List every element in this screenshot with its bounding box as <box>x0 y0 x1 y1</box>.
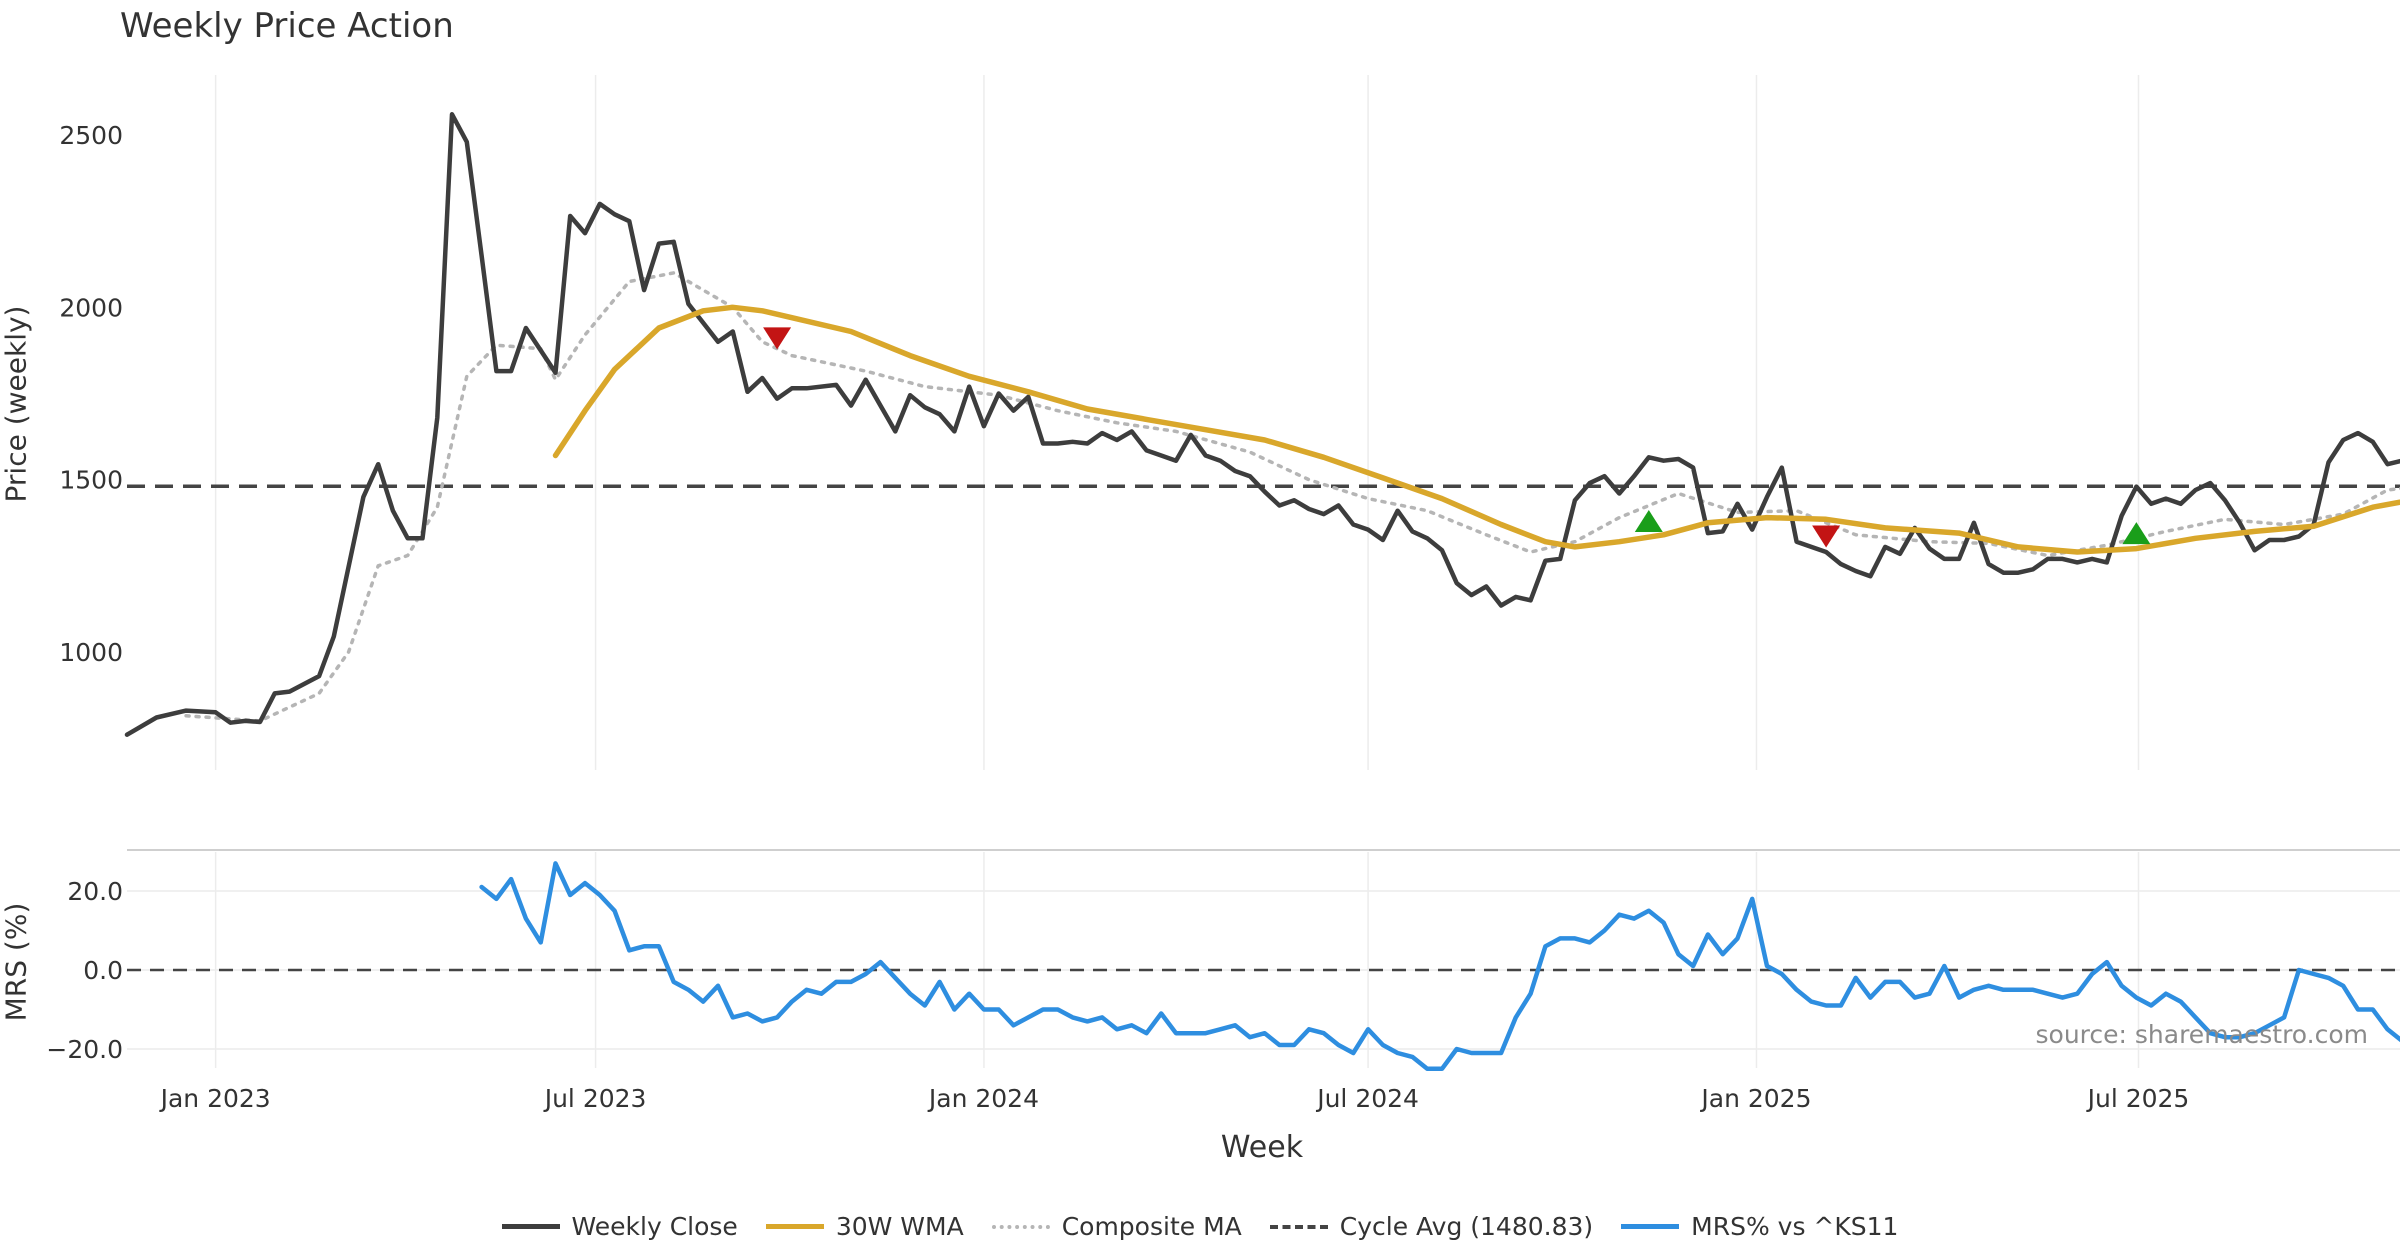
x-tick-label: Jul 2023 <box>543 1084 647 1113</box>
legend-item-mrs: MRS% vs ^KS11 <box>1621 1212 1898 1241</box>
legend-item-weekly-close: Weekly Close <box>501 1212 738 1241</box>
x-tick-label: Jan 2023 <box>159 1084 271 1113</box>
legend-item-30w-wma: 30W WMA <box>765 1212 964 1241</box>
composite-ma-line <box>184 271 2400 723</box>
legend-label: Composite MA <box>1061 1212 1242 1241</box>
x-tick-label: Jul 2024 <box>1315 1084 1419 1113</box>
legend-swatch-cycle-avg <box>1269 1224 1328 1229</box>
chart-title: Weekly Price Action <box>120 6 454 46</box>
x-tick-label: Jul 2025 <box>2086 1084 2190 1113</box>
legend-label: Weekly Close <box>571 1212 738 1241</box>
weekly-close-line <box>124 112 2400 737</box>
legend-label: 30W WMA <box>835 1212 964 1241</box>
mrs-axis-label: MRS (%) <box>0 902 33 1022</box>
x-tick-label: Jan 2024 <box>927 1084 1039 1113</box>
legend-label: Cycle Avg (1480.83) <box>1339 1212 1594 1241</box>
mrs-tick-label: 0.0 <box>83 956 123 985</box>
legend-swatch-weekly-close <box>501 1224 560 1229</box>
mrs-tick-label: −20.0 <box>46 1035 123 1064</box>
legend-item-cycle-avg: Cycle Avg (1480.83) <box>1269 1212 1594 1241</box>
buy-signal-marker <box>2122 522 2151 545</box>
x-axis-label: Week <box>1220 1130 1304 1165</box>
wma-30w-line <box>552 304 2400 555</box>
price-tick-label: 2500 <box>59 121 123 150</box>
legend: Weekly Close 30W WMA Composite MA Cycle … <box>0 1212 2400 1241</box>
price-tick-label: 1000 <box>59 638 123 667</box>
legend-swatch-composite-ma <box>991 1224 1050 1229</box>
price-tick-label: 2000 <box>59 293 123 322</box>
source-note: source: sharemaestro.com <box>2035 1020 2369 1049</box>
x-tick-label: Jan 2025 <box>1699 1084 1811 1113</box>
legend-swatch-30w-wma <box>765 1224 824 1229</box>
sell-signal-marker <box>763 327 792 350</box>
mrs-line <box>479 861 2400 1072</box>
legend-swatch-mrs <box>1621 1224 1680 1229</box>
sell-signal-marker <box>1812 525 1841 548</box>
price-axis-label: Price (weekly) <box>0 305 33 503</box>
price-tick-label: 1500 <box>59 466 123 495</box>
legend-item-composite-ma: Composite MA <box>991 1212 1242 1241</box>
mrs-tick-label: 20.0 <box>67 877 123 906</box>
legend-label: MRS% vs ^KS11 <box>1691 1212 1899 1241</box>
buy-signal-marker <box>1634 510 1663 533</box>
